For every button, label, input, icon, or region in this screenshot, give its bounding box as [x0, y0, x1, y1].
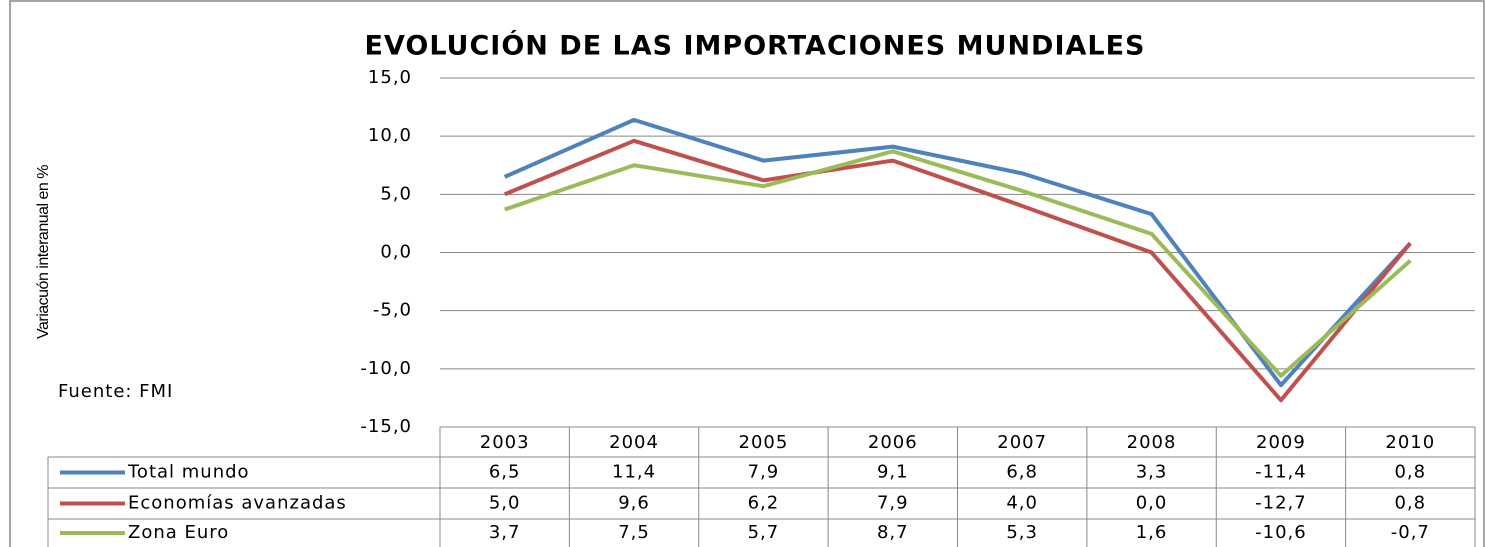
- value-label: 0,8: [1394, 493, 1426, 514]
- value-label: 5,0: [489, 493, 521, 514]
- value-label: 3,3: [1136, 462, 1168, 483]
- value-label: 0,0: [1136, 493, 1168, 514]
- x-tick-label: 2010: [1385, 432, 1435, 453]
- y-tick-label: 5,0: [380, 183, 412, 204]
- legend-label: Zona Euro: [128, 522, 229, 543]
- x-tick-label: 2008: [1127, 432, 1177, 453]
- value-label: -10,6: [1255, 522, 1307, 543]
- y-axis-label: Variacuón interanual en %: [35, 165, 52, 339]
- value-label: 7,5: [618, 522, 650, 543]
- value-label: 0,8: [1394, 462, 1426, 483]
- value-label: 5,7: [748, 522, 780, 543]
- value-label: 6,5: [489, 462, 521, 483]
- series-line: [503, 117, 1412, 388]
- y-tick-label: 10,0: [368, 125, 412, 146]
- chart-border: [9, 0, 1485, 547]
- y-tick-label: -10,0: [360, 358, 412, 379]
- value-label: 9,6: [618, 493, 650, 514]
- x-tick-label: 2003: [480, 432, 530, 453]
- x-tick-label: 2006: [868, 432, 918, 453]
- y-tick-label: 15,0: [368, 67, 412, 88]
- series-line: [503, 138, 1412, 403]
- y-tick-label: -15,0: [360, 416, 412, 437]
- value-label: 7,9: [877, 493, 909, 514]
- value-label: 7,9: [748, 462, 780, 483]
- value-label: 8,7: [877, 522, 909, 543]
- series-line: [504, 149, 1412, 378]
- chart-title: EVOLUCIÓN DE LAS IMPORTACIONES MUNDIALES: [365, 30, 1146, 62]
- legend-label: Total mundo: [127, 462, 250, 483]
- value-label: 6,2: [748, 493, 780, 514]
- value-label: 5,3: [1006, 522, 1038, 543]
- x-tick-label: 2005: [739, 432, 789, 453]
- x-tick-label: 2007: [997, 432, 1047, 453]
- value-label: 6,8: [1006, 462, 1038, 483]
- value-label: -0,7: [1391, 522, 1430, 543]
- y-tick-label: -5,0: [373, 300, 412, 321]
- legend-label: Economías avanzadas: [128, 493, 347, 514]
- value-label: -12,7: [1255, 493, 1307, 514]
- value-label: 4,0: [1006, 493, 1038, 514]
- value-label: -11,4: [1255, 462, 1307, 483]
- value-label: 11,4: [612, 462, 656, 483]
- x-tick-label: 2009: [1256, 432, 1306, 453]
- value-label: 9,1: [877, 462, 909, 483]
- y-tick-label: 0,0: [380, 242, 412, 263]
- annotation: Fuente: FMI: [58, 381, 173, 402]
- value-label: 3,7: [489, 522, 521, 543]
- x-tick-label: 2004: [609, 432, 659, 453]
- value-label: 1,6: [1136, 522, 1168, 543]
